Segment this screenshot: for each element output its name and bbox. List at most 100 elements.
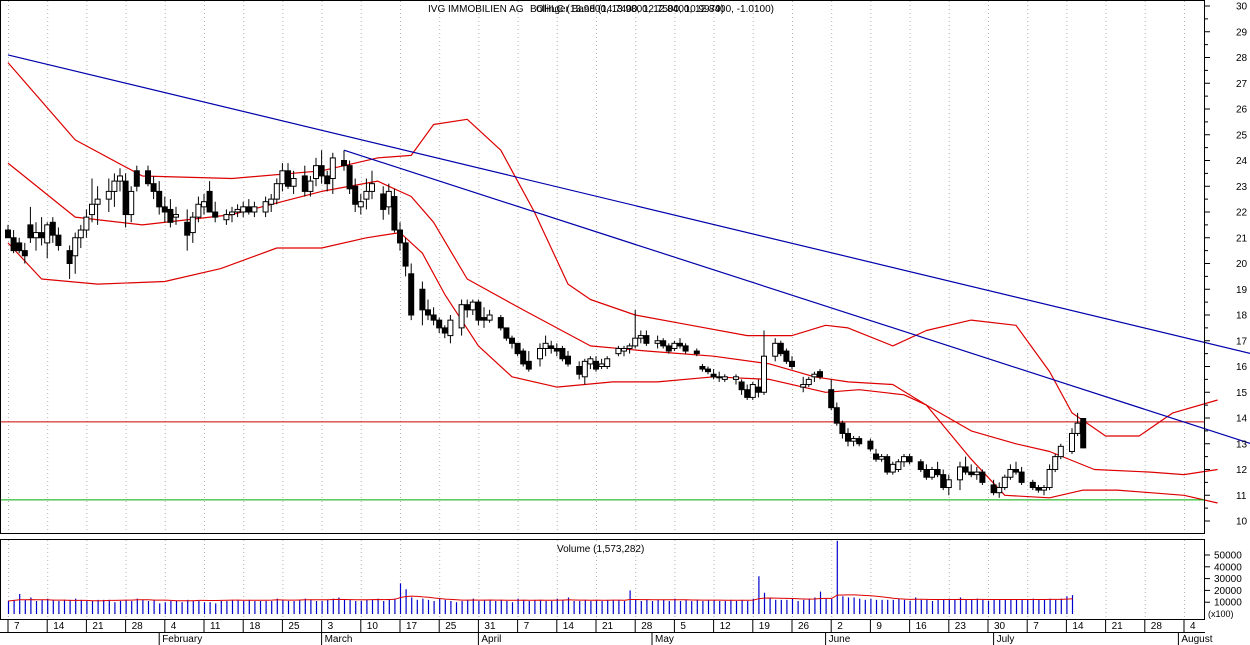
candle-down	[1018, 471, 1025, 483]
candle-down	[1080, 418, 1087, 449]
bollinger-upper	[7, 62, 1218, 437]
y-tick-label: 13	[1236, 439, 1248, 450]
candle-up	[749, 384, 756, 398]
candle-down	[285, 170, 291, 187]
candle-down	[923, 469, 930, 478]
y-tick-label: 26	[1236, 105, 1248, 116]
bollinger-middle	[7, 162, 1218, 476]
candle-down	[212, 211, 219, 218]
candle-up	[486, 314, 493, 321]
candle-up	[581, 360, 588, 378]
x-tick-label: 25	[445, 621, 457, 632]
candle-down	[744, 389, 751, 398]
x-tick-label: 5	[680, 621, 686, 632]
candle-down	[845, 432, 851, 442]
volume-title: Volume (1,573,282)	[557, 544, 644, 555]
x-tick-label: 21	[602, 621, 614, 632]
month-label: April	[481, 634, 501, 645]
x-tick-label: 14	[563, 621, 575, 632]
candle-up	[716, 376, 723, 379]
y-tick-label: 11	[1236, 491, 1247, 502]
candle-up	[268, 198, 275, 205]
candle-up	[878, 456, 885, 460]
candle-down	[1029, 481, 1036, 489]
vol-y-tick-label: 10000	[1214, 598, 1242, 609]
candle-up	[173, 214, 179, 218]
x-tick-label: 16	[916, 621, 928, 632]
candle-up	[945, 479, 952, 489]
candle-down	[184, 221, 191, 236]
x-tick-label: 7	[524, 621, 530, 632]
candle-down	[397, 229, 403, 244]
y-tick-label: 30	[1236, 2, 1248, 13]
candle-down	[145, 170, 151, 185]
candle-down	[122, 180, 129, 216]
vol-y-tick-label: 50000	[1214, 551, 1242, 562]
x-tick-label: 10	[367, 621, 379, 632]
candle-up	[290, 178, 297, 187]
candle-down	[917, 461, 924, 470]
candle-up	[240, 206, 247, 213]
candle-down	[16, 242, 23, 252]
bollinger-lower	[7, 232, 1218, 504]
candle-up	[33, 232, 39, 239]
candle-down	[481, 317, 487, 321]
x-tick-label: 4	[1190, 621, 1196, 632]
y-tick-label: 16	[1236, 362, 1248, 373]
y-tick-label: 14	[1236, 414, 1248, 425]
y-tick-label: 19	[1236, 285, 1248, 296]
candle-down	[514, 342, 521, 355]
candle-down	[324, 175, 331, 185]
y-tick-label: 12	[1236, 465, 1248, 476]
candle-down	[133, 170, 140, 187]
candle-down	[525, 360, 532, 370]
candle-up	[369, 183, 375, 192]
candle-up	[889, 463, 896, 473]
candle-up	[805, 378, 812, 386]
candle-up	[1046, 469, 1053, 489]
candle-up	[83, 216, 90, 231]
candle-down	[817, 371, 823, 378]
candle-down	[660, 340, 667, 347]
x-tick-label: 7	[1033, 621, 1039, 632]
candle-down	[391, 196, 398, 231]
candle-down	[408, 273, 415, 316]
x-tick-label: 28	[1151, 621, 1163, 632]
candle-up	[800, 384, 807, 388]
candle-up	[957, 466, 963, 481]
volume-frame	[0, 539, 1205, 620]
candle-down	[867, 440, 874, 450]
candle-up	[128, 190, 135, 216]
candle-down	[738, 381, 745, 391]
candle-up	[1052, 456, 1059, 470]
candle-down	[475, 301, 482, 321]
candle-up	[850, 438, 857, 442]
y-tick-label: 18	[1236, 311, 1248, 322]
x-tick-label: 12	[720, 621, 732, 632]
x-tick-label: 21	[92, 621, 104, 632]
candle-up	[733, 376, 739, 380]
candle-down	[777, 342, 784, 355]
candle-down	[705, 368, 711, 373]
candle-down	[1013, 469, 1019, 473]
candle-up	[234, 208, 241, 213]
candle-down	[828, 389, 835, 409]
candle-down	[548, 345, 555, 349]
candle-down	[156, 190, 163, 208]
candle-down	[968, 471, 975, 476]
candle-down	[167, 208, 174, 223]
candle-down	[906, 456, 913, 463]
candle-up	[626, 345, 633, 349]
candle-down	[710, 373, 717, 378]
candle-up	[654, 340, 661, 344]
candle-up	[357, 201, 364, 208]
candle-up	[587, 358, 594, 365]
candle-down	[783, 350, 790, 362]
x-tick-label: 7	[14, 621, 20, 632]
candle-up	[721, 376, 728, 380]
candle-up	[385, 190, 392, 208]
candle-down	[161, 206, 168, 213]
chart-ohlc-title: OHLC (13.9800, 13.9800, 12.8400, 12.8400…	[536, 4, 774, 15]
chart-overlay-title: Bollinger Band (14.7400, 12.7500, 10.997…	[530, 4, 724, 15]
